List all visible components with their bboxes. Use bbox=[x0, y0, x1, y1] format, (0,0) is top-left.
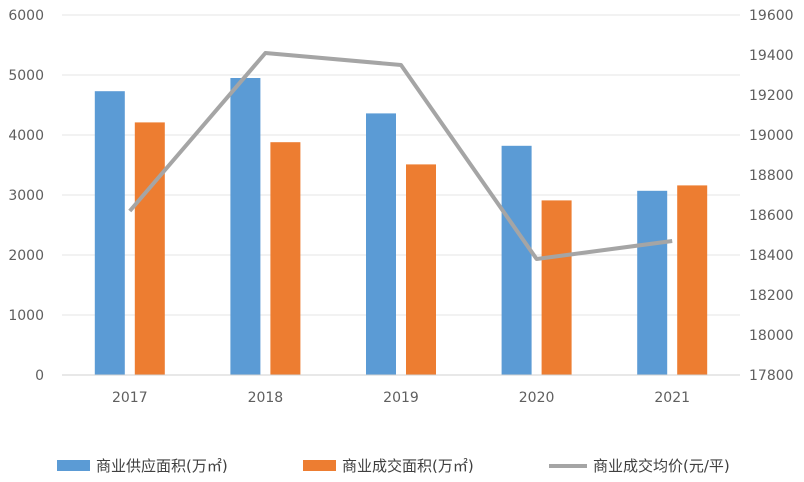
y-left-tick-label: 6000 bbox=[8, 8, 44, 24]
y-right-tick-label: 19000 bbox=[749, 128, 794, 144]
bar-series bbox=[94, 78, 708, 376]
y-left-tick-label: 2000 bbox=[8, 248, 44, 264]
y-left-tick-label: 5000 bbox=[8, 68, 44, 84]
legend-swatch bbox=[303, 460, 336, 471]
y-left-tick-label: 4000 bbox=[8, 128, 44, 144]
bar-transaction-2018 bbox=[270, 142, 301, 375]
legend-label: 商业成交均价(元/平) bbox=[593, 457, 730, 475]
y-left-tick-label: 1000 bbox=[8, 308, 44, 324]
x-tick-label: 2020 bbox=[519, 390, 555, 406]
x-tick-label: 2019 bbox=[383, 390, 419, 406]
y-right-tick-label: 19200 bbox=[749, 88, 794, 104]
y-left-tick-label: 3000 bbox=[8, 188, 44, 204]
gridlines bbox=[62, 14, 740, 376]
y-right-tick-label: 19400 bbox=[749, 48, 794, 64]
price-line bbox=[128, 51, 673, 261]
bar-transaction-2019 bbox=[406, 164, 436, 375]
bar-transaction-2020 bbox=[541, 200, 572, 375]
legend-label: 商业成交面积(万㎡) bbox=[342, 457, 474, 475]
bar-transaction-2021 bbox=[677, 185, 708, 375]
y-right-tick-label: 18800 bbox=[749, 168, 794, 184]
legend-swatch bbox=[57, 460, 90, 471]
x-tick-label: 2018 bbox=[248, 390, 284, 406]
bar-supply-2017 bbox=[94, 91, 125, 375]
bar-transaction-2017 bbox=[134, 122, 165, 376]
bar-supply-2018 bbox=[230, 78, 261, 375]
axes: 0 1000 2000 3000 4000 5000 6000 17800 18000 18200… bbox=[8, 8, 793, 406]
y-right-tick-label: 18200 bbox=[749, 288, 794, 304]
y-right-tick-label: 17800 bbox=[749, 368, 794, 384]
bar-supply-2019 bbox=[366, 113, 396, 376]
y-right-tick-label: 18400 bbox=[749, 248, 794, 264]
line-series bbox=[128, 51, 673, 261]
y-right-tick-label: 18600 bbox=[749, 208, 794, 224]
legend-label: 商业供应面积(万㎡) bbox=[96, 457, 228, 475]
bar-supply-2021 bbox=[637, 190, 668, 375]
y-right-tick-label: 18000 bbox=[749, 328, 794, 344]
x-tick-label: 2017 bbox=[112, 390, 148, 406]
y-left-tick-label: 0 bbox=[35, 368, 44, 384]
y-right-tick-label: 19600 bbox=[749, 8, 794, 24]
bar-supply-2020 bbox=[501, 145, 532, 375]
x-tick-label: 2021 bbox=[654, 390, 690, 406]
legend: 商业供应面积(万㎡) 商业成交面积(万㎡) 商业成交均价(元/平) bbox=[57, 457, 730, 475]
